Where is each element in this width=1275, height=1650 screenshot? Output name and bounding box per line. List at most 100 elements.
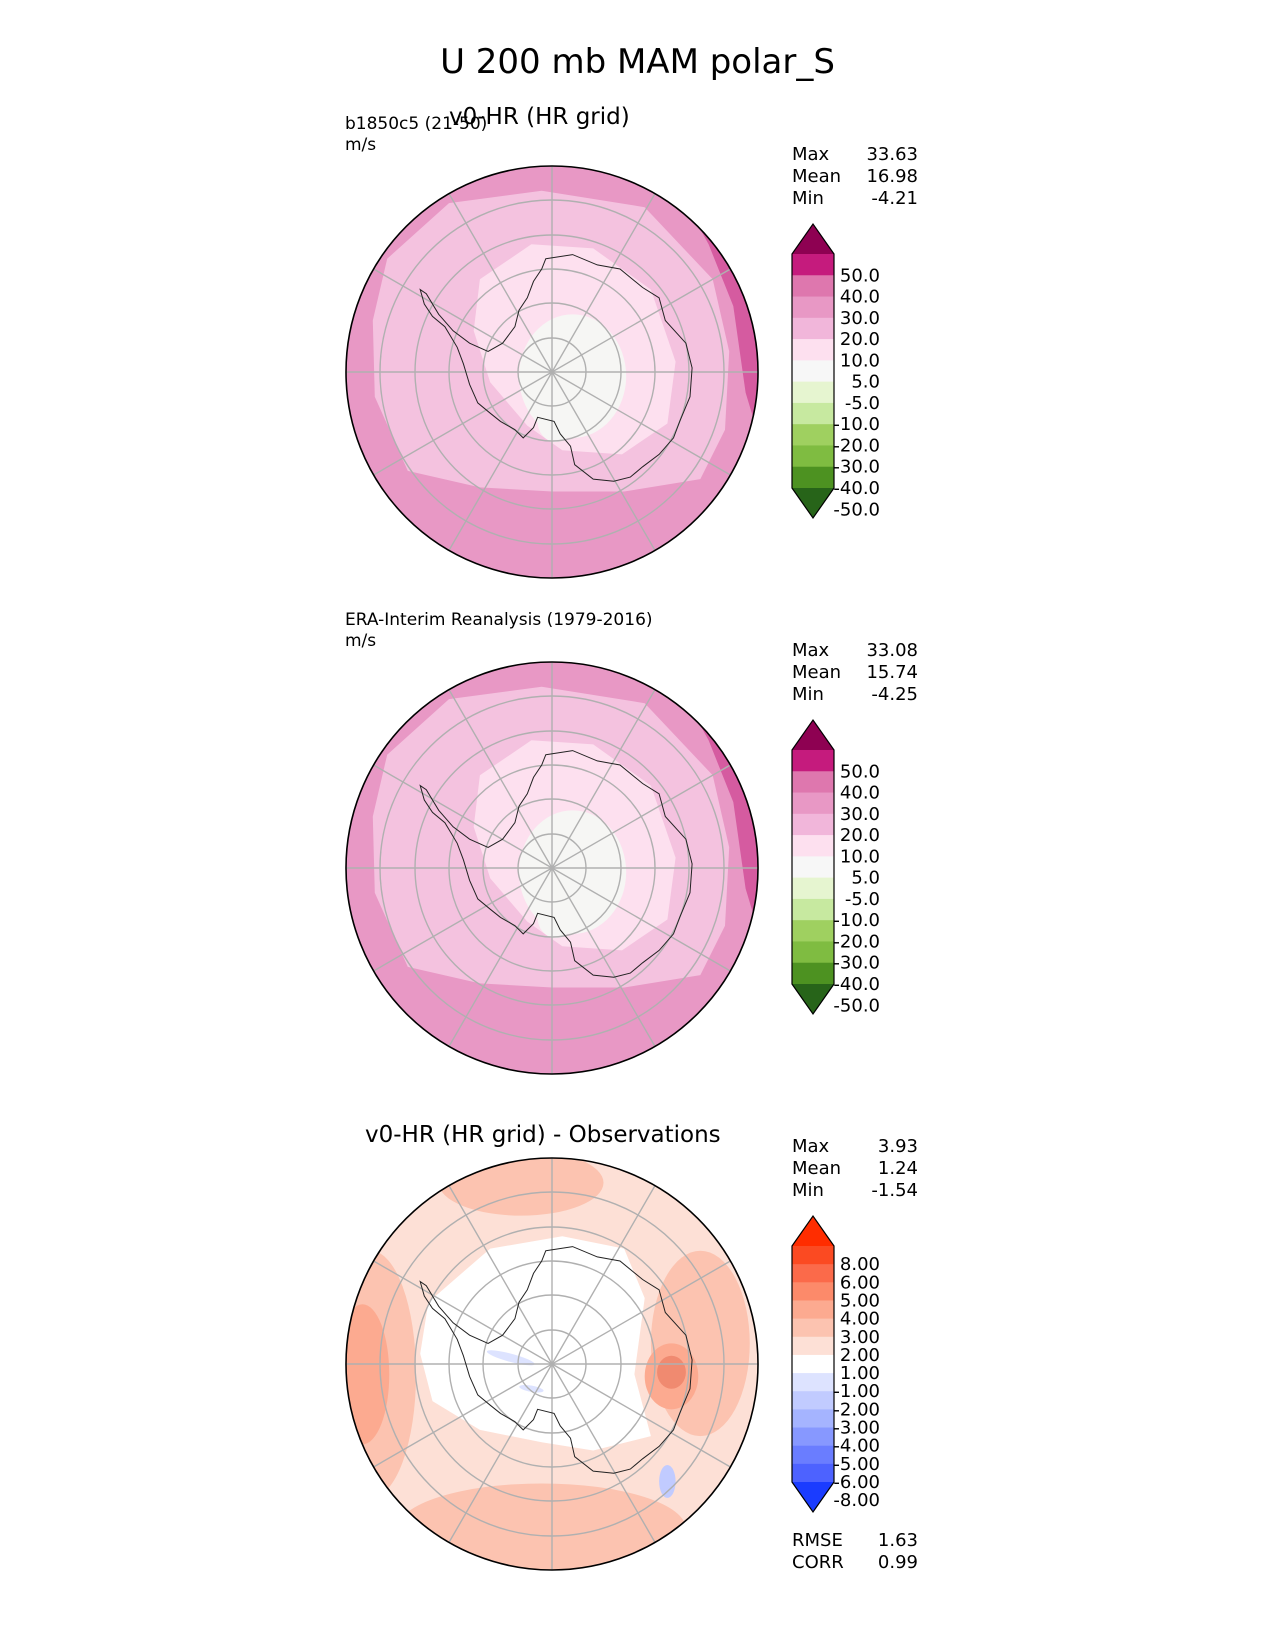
stat-max: Max 33.08 [792,640,918,661]
colorbar-tick-label: 20.0 [840,329,880,350]
stat-max: Max 3.93 [792,1136,918,1157]
colorbar-segment [792,1264,834,1283]
panel-2-map [346,662,758,1074]
colorbar-segment [792,424,834,446]
antarctica-coastline [419,1246,693,1474]
stat-corr: CORR 0.99 [792,1552,918,1573]
panel-3-stats: Max 3.93 Mean 1.24 Min -1.54 [792,1136,918,1202]
colorbar-segment [792,813,834,836]
colorbar-tick-label: 5.0 [851,372,880,393]
colorbar-segment [792,1318,834,1338]
colorbar-segment [792,962,834,985]
colorbar-segment [792,254,834,276]
colorbar-tick-label: -6.00 [833,1472,880,1493]
colorbar-extend-min [792,984,834,1014]
field-level-4-5 [657,1355,686,1389]
colorbar-segment [792,898,834,921]
panel-2-colorbar: 50.040.030.020.010.05.0-5.0-10.0-20.0-30… [791,718,880,1016]
colorbar-tick-label: 6.00 [840,1272,880,1293]
colorbar-tick-label: 5.0 [851,868,880,889]
panel-2-map-boundary [345,661,759,1075]
colorbar-segment [792,877,834,900]
panel-1-title: v0-HR (HR grid) [449,104,630,130]
colorbar-tick-label: -20.0 [833,931,880,952]
panel-1-case-label: b1850c5 (21-50) [345,114,488,134]
colorbar-segment [792,920,834,942]
colorbar-segment [792,1445,834,1465]
colorbar-outline [791,718,835,1016]
colorbar-tick-label: -30.0 [833,457,880,478]
colorbar-tick-label: 30.0 [840,308,880,329]
stat-mean: Mean 16.98 [792,166,918,187]
colorbar-segment [792,835,834,857]
panel-3-colorbar: 8.006.005.004.003.002.001.00-1.00-2.00-3… [791,1214,880,1514]
colorbar-tick-label: -50.0 [833,499,880,520]
colorbar-tick-label: -10.0 [833,910,880,931]
colorbar-segment [792,792,834,815]
panel-2-stats: Max 33.08 Mean 15.74 Min -4.25 [792,640,918,706]
stat-mean: Mean 1.24 [792,1158,918,1179]
colorbar-tick-label: -10.0 [833,414,880,435]
stat-rmse: RMSE 1.63 [792,1530,918,1551]
colorbar-tick-label: 50.0 [840,265,880,286]
colorbar-segment [792,1463,834,1483]
colorbar-segment [792,1246,834,1265]
colorbar-extend-max [792,1216,834,1246]
colorbar-extend-max [792,224,834,254]
meridian-line [448,193,656,551]
colorbar-tick-label: -50.0 [833,995,880,1016]
panel-2-units: m/s [345,631,377,651]
colorbar-tick-label: 10.0 [840,350,880,371]
panel-1-map-boundary [345,165,759,579]
colorbar-tick-label: -20.0 [833,435,880,456]
colorbar-segment [792,750,834,772]
stat-min: Min -4.21 [792,188,918,209]
field-level-near-zero [537,400,575,443]
colorbar-segment [792,856,834,879]
colorbar-extend-min [792,488,834,518]
colorbar-tick-label: 4.00 [840,1309,880,1330]
colorbar-segment [792,941,834,964]
colorbar-segment [792,771,834,794]
colorbar-tick-label: -1.00 [833,1381,880,1402]
panel-1-colorbar: 50.040.030.020.010.05.0-5.0-10.0-20.0-30… [791,222,880,520]
field-level-near-zero [420,1236,651,1451]
panel-3-graticule [346,1158,758,1570]
colorbar-tick-label: 5.00 [840,1290,880,1311]
colorbar-segment [792,402,834,425]
colorbar-tick-label: 40.0 [840,287,880,308]
colorbar-segment [792,1354,834,1374]
colorbar-segment [792,381,834,404]
colorbar-segment [792,1373,834,1392]
field-level-3-4 [346,1304,390,1445]
colorbar-segment [792,1391,834,1410]
figure-title: U 200 mb MAM polar_S [440,42,835,82]
field-level-negative [519,1384,544,1393]
meridian-line [448,1185,656,1543]
panel-3-map-boundary [345,1157,759,1571]
colorbar-segment [792,1427,834,1447]
colorbar-tick-label: 8.00 [840,1254,880,1275]
colorbar-tick-label: 20.0 [840,825,880,846]
panel-2-case-label: ERA-Interim Reanalysis (1979-2016) [345,610,653,630]
field-level-negative [486,1350,535,1366]
colorbar-tick-label: -5.0 [845,889,880,910]
stat-max: Max 33.63 [792,144,918,165]
colorbar-outline [791,1214,835,1514]
colorbar-segment [792,317,834,340]
colorbar-segment [792,466,834,489]
panel-3-title: v0-HR (HR grid) - Observations [365,1122,721,1148]
panel-1-units: m/s [345,135,377,155]
colorbar-segment [792,1409,834,1429]
colorbar-tick-label: -4.00 [833,1436,880,1457]
colorbar-tick-label: 50.0 [840,761,880,782]
panel-3-bottom-stats: RMSE 1.63 CORR 0.99 [792,1530,918,1574]
colorbar-tick-label: 3.00 [840,1327,880,1348]
field-level-2-3 [397,1483,686,1570]
stat-mean: Mean 15.74 [792,662,918,683]
colorbar-tick-label: 40.0 [840,783,880,804]
colorbar-tick-label: 2.00 [840,1345,880,1366]
colorbar-tick-label: 1.00 [840,1363,880,1384]
colorbar-tick-label: -8.00 [833,1490,880,1511]
